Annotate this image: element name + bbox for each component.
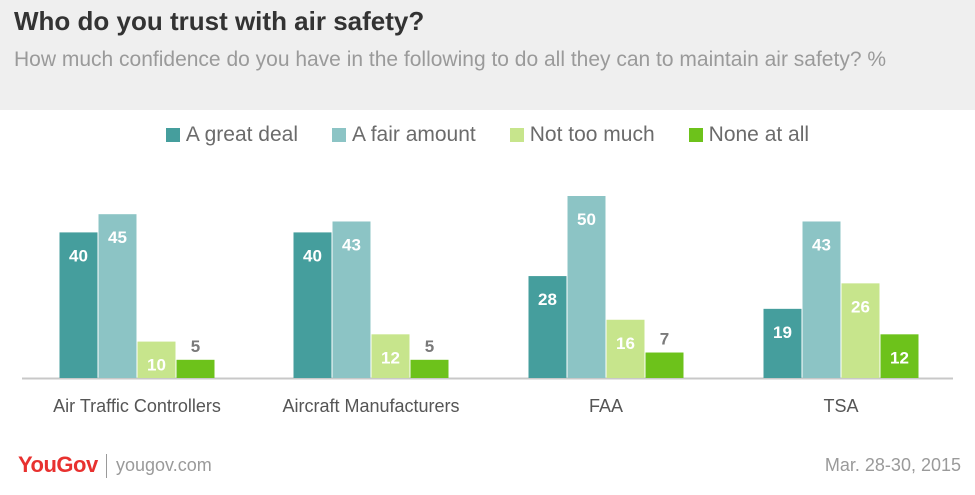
- legend-swatch-none-at-all: [688, 128, 703, 142]
- bar-a-great-deal-1: [293, 232, 332, 378]
- bar-a-fair-amount-2: [567, 196, 606, 378]
- bar-a-fair-amount-1: [332, 221, 371, 378]
- bar-a-fair-amount-0: [98, 214, 137, 378]
- data-label: 45: [108, 228, 127, 247]
- bar-not-too-much-0: [137, 341, 176, 378]
- bar-a-fair-amount-3: [802, 221, 841, 378]
- bar-a-great-deal-0: [59, 232, 98, 378]
- legend-label-fair-amount: A fair amount: [352, 123, 476, 146]
- data-label: 16: [616, 334, 635, 353]
- bar-none-at-all-2: [645, 352, 684, 378]
- data-label: 19: [773, 323, 792, 342]
- bar-a-great-deal-3: [763, 308, 802, 378]
- header: Who do you trust with air safety? How mu…: [0, 0, 975, 110]
- legend-swatch-great-deal: [165, 128, 180, 142]
- legend-swatch-fair-amount: [332, 128, 347, 142]
- bar-none-at-all-1: [410, 359, 449, 378]
- data-label: 43: [812, 235, 831, 254]
- data-label: 12: [890, 348, 909, 367]
- category-label: Aircraft Manufacturers: [282, 396, 459, 416]
- data-label: 10: [147, 356, 166, 375]
- bar-none-at-all-0: [176, 359, 215, 378]
- footer-divider: [106, 454, 107, 478]
- data-label: 7: [660, 330, 669, 349]
- data-label: 40: [303, 246, 322, 265]
- data-label: 43: [342, 235, 361, 254]
- bar-not-too-much-3: [841, 283, 880, 378]
- data-label: 5: [425, 337, 434, 356]
- legend-item-none-at-all: None at all: [688, 123, 810, 147]
- legend-label-none-at-all: None at all: [708, 123, 810, 146]
- chart-subtitle: How much confidence do you have in the f…: [14, 48, 887, 71]
- yougov-logo: YouGov: [18, 452, 98, 477]
- legend-swatch-not-too-much: [509, 128, 524, 142]
- data-label: 5: [191, 337, 200, 356]
- legend-item-not-too-much: Not too much: [509, 123, 655, 147]
- category-label: Air Traffic Controllers: [53, 396, 221, 416]
- bar-a-great-deal-2: [528, 276, 567, 378]
- data-label: 26: [851, 297, 870, 316]
- data-label: 12: [381, 348, 400, 367]
- legend-item-fair-amount: A fair amount: [332, 123, 476, 147]
- footer-date: Mar. 28-30, 2015: [824, 455, 961, 475]
- data-label: 40: [69, 246, 88, 265]
- legend: A great deal A fair amount Not too much …: [0, 118, 975, 152]
- category-label: FAA: [589, 396, 623, 416]
- data-label: 28: [538, 290, 557, 309]
- footer: YouGov yougov.com Mar. 28-30, 2015: [0, 446, 975, 486]
- legend-label-great-deal: A great deal: [185, 123, 299, 146]
- data-label: 50: [577, 210, 596, 229]
- legend-item-great-deal: A great deal: [165, 123, 299, 147]
- category-label: TSA: [823, 396, 858, 416]
- legend-label-not-too-much: Not too much: [529, 123, 655, 146]
- bar-not-too-much-2: [606, 319, 645, 378]
- footer-site: yougov.com: [116, 455, 212, 475]
- chart-title: Who do you trust with air safety?: [14, 6, 425, 36]
- bar-chart: 40 45 10 5 Air Traffic Controllers 40 43 12 5 Air…: [22, 196, 953, 416]
- bar-none-at-all-3: [880, 334, 919, 378]
- bar-not-too-much-1: [371, 334, 410, 378]
